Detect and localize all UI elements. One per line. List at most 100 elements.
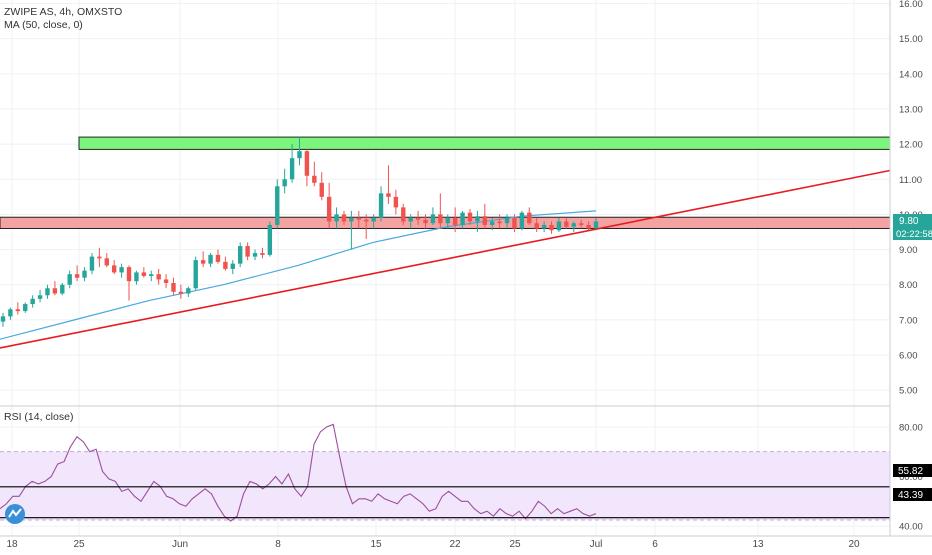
- candle-body: [556, 221, 562, 231]
- time-axis-tick-label: 25: [73, 539, 85, 550]
- candle: [171, 277, 176, 296]
- candle-body: [504, 217, 510, 224]
- candle: [586, 221, 591, 231]
- time-axis-tick-label: 8: [275, 539, 281, 550]
- candle-body: [275, 186, 280, 225]
- candle: [423, 214, 428, 229]
- rsi-band: [0, 451, 890, 520]
- price-axis-tick-label: 5.00: [899, 386, 918, 397]
- price-axis-tick-label: 9.00: [899, 245, 918, 256]
- time-axis-tick-label: 20: [848, 539, 860, 550]
- candle-body: [163, 279, 169, 283]
- candle-body: [319, 182, 324, 197]
- candle-body: [497, 221, 502, 224]
- candle-body: [475, 216, 480, 222]
- candle: [282, 168, 287, 194]
- candle: [178, 284, 184, 299]
- candle: [275, 179, 280, 229]
- candle: [475, 210, 480, 232]
- candle-body: [52, 288, 58, 294]
- candle: [200, 251, 206, 268]
- candle-body: [571, 223, 576, 227]
- candle: [490, 217, 495, 231]
- candle-body: [111, 265, 117, 273]
- candle: [408, 214, 413, 229]
- candle: [438, 193, 443, 229]
- candle: [289, 144, 295, 183]
- candle-body: [445, 217, 450, 224]
- candle-body: [289, 158, 295, 180]
- candle-body: [586, 224, 591, 229]
- candle-body: [467, 212, 473, 222]
- candle-body: [141, 272, 147, 276]
- candle-body: [401, 207, 406, 222]
- tradingview-logo-icon[interactable]: [5, 504, 25, 524]
- candle-body: [326, 196, 332, 222]
- candle-body: [230, 263, 235, 269]
- candle: [512, 214, 517, 232]
- candle-body: [238, 246, 243, 264]
- candle-body: [386, 193, 391, 197]
- candle: [8, 307, 13, 320]
- candle-body: [438, 214, 443, 224]
- candle-body: [67, 274, 72, 285]
- rsi-axis-tick-label: 80.00: [899, 422, 923, 433]
- candle-body: [186, 288, 191, 294]
- candle-body: [74, 274, 80, 278]
- candle-body: [252, 253, 258, 257]
- candle: [445, 214, 450, 229]
- candle: [482, 203, 488, 229]
- candle-body: [215, 254, 221, 262]
- candle: [245, 242, 250, 261]
- candle: [356, 210, 361, 229]
- candle-body: [97, 256, 102, 259]
- candle-body: [37, 295, 43, 299]
- candle: [267, 221, 273, 257]
- time-axis-tick-label: 22: [449, 539, 461, 550]
- candle: [37, 290, 43, 303]
- rising-trendline: [0, 169, 891, 349]
- countdown-tag-bg: [893, 227, 932, 240]
- zone-resistance: [78, 136, 891, 150]
- candle: [215, 249, 221, 264]
- candle: [549, 221, 554, 234]
- candle: [571, 221, 576, 232]
- candle-body: [490, 221, 495, 225]
- candle: [386, 165, 391, 204]
- time-axis-tick-label: 18: [6, 539, 18, 550]
- price-axis-tick-label: 7.00: [899, 315, 918, 326]
- candle-body: [393, 196, 399, 208]
- candle-body: [8, 309, 13, 317]
- candle-body: [245, 246, 250, 257]
- candle: [578, 219, 584, 229]
- candle-body: [30, 298, 35, 305]
- candle-body: [527, 212, 532, 224]
- candle: [60, 282, 65, 296]
- candle: [186, 286, 191, 298]
- rsi-lower-level-tag-bg: [893, 488, 932, 501]
- candle-body: [482, 216, 488, 225]
- last-price-tag-bg: [893, 214, 932, 227]
- candle: [556, 217, 562, 232]
- candle-body: [371, 217, 376, 222]
- ma50-line: [0, 210, 597, 340]
- candle-body: [200, 260, 206, 264]
- candle: [349, 210, 354, 250]
- candle-body: [415, 217, 421, 220]
- ma-indicator-label: MA (50, close, 0): [4, 19, 83, 31]
- price-axis-tick-label: 12.00: [899, 140, 923, 151]
- candle: [252, 249, 258, 261]
- candle-body: [356, 217, 361, 220]
- time-axis-tick-label: Jun: [172, 539, 188, 550]
- candle: [82, 267, 87, 282]
- candle: [341, 210, 347, 225]
- candle: [378, 186, 384, 222]
- candle-body: [349, 217, 354, 222]
- candle-body: [260, 253, 265, 255]
- candle: [134, 270, 139, 285]
- time-axis-tick-label: 15: [370, 539, 382, 550]
- candle-body: [267, 224, 273, 255]
- candle-body: [564, 221, 569, 227]
